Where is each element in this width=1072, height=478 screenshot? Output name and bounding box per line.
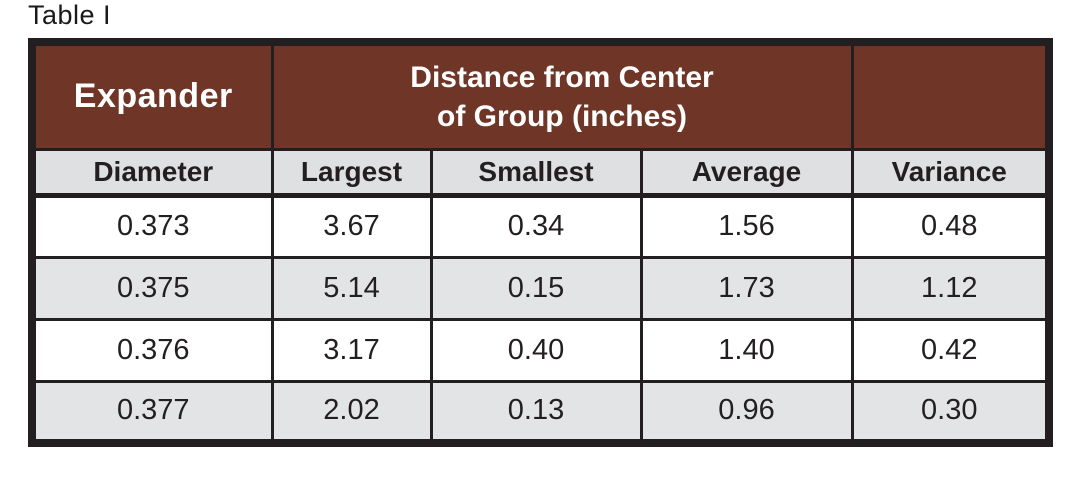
- cell-diameter: 0.373: [30, 193, 274, 259]
- cell-average: 0.96: [639, 379, 854, 445]
- table-row: 0.373 3.67 0.34 1.56 0.48: [30, 193, 1051, 259]
- column-header-average: Average: [639, 147, 854, 198]
- cell-average: 1.40: [639, 317, 854, 383]
- expander-data-table: Expander Distance from Center of Group (…: [28, 38, 1053, 447]
- cell-diameter: 0.377: [30, 379, 274, 445]
- cell-diameter: 0.376: [30, 317, 274, 383]
- cell-largest: 2.02: [270, 379, 433, 445]
- cell-variance: 0.30: [850, 379, 1051, 445]
- column-header-diameter: Diameter: [30, 147, 274, 198]
- header-distance-line2: of Group (inches): [437, 99, 687, 133]
- cell-smallest: 0.40: [429, 317, 643, 383]
- header-distance-line1: Distance from Center: [410, 60, 714, 94]
- cell-largest: 5.14: [270, 255, 433, 321]
- table-row: 0.376 3.17 0.40 1.40 0.42: [30, 317, 1051, 383]
- cell-largest: 3.17: [270, 317, 433, 383]
- cell-variance: 0.48: [850, 193, 1051, 259]
- cell-diameter: 0.375: [30, 255, 274, 321]
- cell-smallest: 0.15: [429, 255, 643, 321]
- cell-smallest: 0.13: [429, 379, 643, 445]
- cell-average: 1.56: [639, 193, 854, 259]
- table-row: 0.377 2.02 0.13 0.96 0.30: [30, 379, 1051, 445]
- table-subheader-row: Diameter Largest Smallest Average Varian…: [30, 147, 1051, 198]
- header-cell-expander: Expander: [30, 40, 274, 151]
- table-title: Table I: [28, 0, 112, 30]
- cell-variance: 0.42: [850, 317, 1051, 383]
- header-cell-distance-group: Distance from Center of Group (inches): [270, 40, 854, 151]
- column-header-variance: Variance: [850, 147, 1051, 198]
- cell-largest: 3.67: [270, 193, 433, 259]
- column-header-largest: Largest: [270, 147, 433, 198]
- table-main-header-row: Expander Distance from Center of Group (…: [30, 40, 1051, 151]
- table-row: 0.375 5.14 0.15 1.73 1.12: [30, 255, 1051, 321]
- cell-smallest: 0.34: [429, 193, 643, 259]
- cell-variance: 1.12: [850, 255, 1051, 321]
- column-header-smallest: Smallest: [429, 147, 643, 198]
- header-cell-empty: [850, 40, 1051, 151]
- cell-average: 1.73: [639, 255, 854, 321]
